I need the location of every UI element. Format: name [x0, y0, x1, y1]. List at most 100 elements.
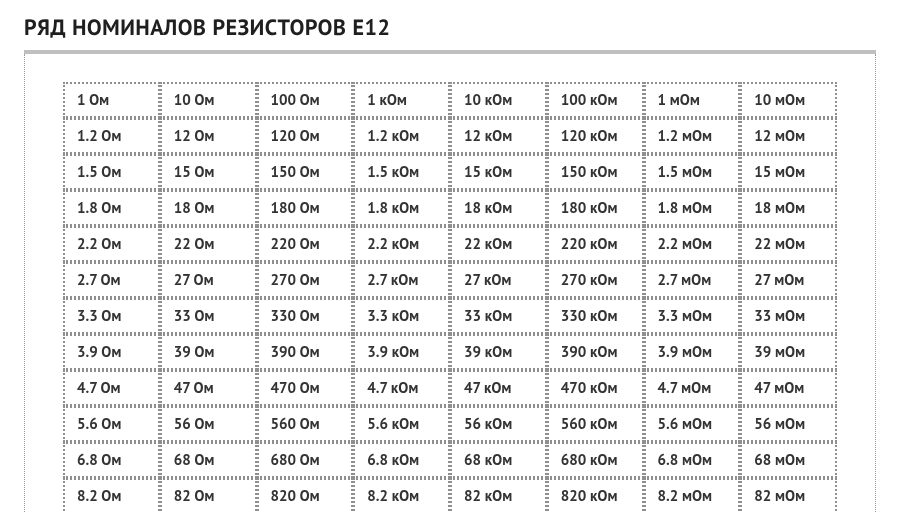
table-cell: 27 мОм — [740, 262, 837, 298]
table-cell: 820 кОм — [547, 478, 644, 512]
table-cell: 27 кОм — [450, 262, 547, 298]
table-cell: 10 Ом — [160, 82, 257, 118]
table-cell: 100 кОм — [547, 82, 644, 118]
table-cell: 33 мОм — [740, 298, 837, 334]
table-cell: 82 Ом — [160, 478, 257, 512]
table-cell: 3.9 мОм — [644, 334, 741, 370]
table-cell: 1.8 мОм — [644, 190, 741, 226]
table-cell: 3.9 кОм — [353, 334, 450, 370]
table-cell: 68 мОм — [740, 442, 837, 478]
table-cell: 1 кОм — [353, 82, 450, 118]
table-cell: 56 Ом — [160, 406, 257, 442]
table-cell: 18 кОм — [450, 190, 547, 226]
table-row: 4.7 Ом47 Ом470 Ом4.7 кОм47 кОм470 кОм4.7… — [63, 370, 837, 406]
table-cell: 270 кОм — [547, 262, 644, 298]
table-cell: 3.9 Ом — [63, 334, 160, 370]
table-cell: 820 Ом — [257, 478, 354, 512]
table-row: 1.8 Ом18 Ом180 Ом1.8 кОм18 кОм180 кОм1.8… — [63, 190, 837, 226]
table-cell: 47 Ом — [160, 370, 257, 406]
table-cell: 8.2 Ом — [63, 478, 160, 512]
table-cell: 82 мОм — [740, 478, 837, 512]
table-cell: 1.2 кОм — [353, 118, 450, 154]
table-cell: 4.7 кОм — [353, 370, 450, 406]
table-cell: 2.7 Ом — [63, 262, 160, 298]
table-row: 2.7 Ом27 Ом270 Ом2.7 кОм27 кОм270 кОм2.7… — [63, 262, 837, 298]
table-cell: 68 кОм — [450, 442, 547, 478]
page-title: РЯД НОМИНАЛОВ РЕЗИСТОРОВ Е12 — [24, 14, 876, 42]
table-cell: 2.7 кОм — [353, 262, 450, 298]
table-cell: 56 кОм — [450, 406, 547, 442]
table-cell: 6.8 кОм — [353, 442, 450, 478]
table-cell: 100 Ом — [257, 82, 354, 118]
table-cell: 330 кОм — [547, 298, 644, 334]
table-panel: 1 Ом10 Ом100 Ом1 кОм10 кОм100 кОм1 мОм10… — [24, 54, 876, 512]
table-cell: 120 Ом — [257, 118, 354, 154]
e12-table-body: 1 Ом10 Ом100 Ом1 кОм10 кОм100 кОм1 мОм10… — [63, 82, 837, 512]
table-cell: 27 Ом — [160, 262, 257, 298]
table-cell: 8.2 мОм — [644, 478, 741, 512]
table-row: 3.3 Ом33 Ом330 Ом3.3 кОм33 кОм330 кОм3.3… — [63, 298, 837, 334]
table-cell: 680 Ом — [257, 442, 354, 478]
table-cell: 47 мОм — [740, 370, 837, 406]
table-cell: 2.2 Ом — [63, 226, 160, 262]
table-cell: 2.2 мОм — [644, 226, 741, 262]
table-cell: 470 кОм — [547, 370, 644, 406]
table-cell: 15 мОм — [740, 154, 837, 190]
table-cell: 150 кОм — [547, 154, 644, 190]
table-cell: 6.8 Ом — [63, 442, 160, 478]
table-row: 5.6 Ом56 Ом560 Ом5.6 кОм56 кОм560 кОм5.6… — [63, 406, 837, 442]
table-cell: 330 Ом — [257, 298, 354, 334]
table-cell: 180 Ом — [257, 190, 354, 226]
table-cell: 3.3 Ом — [63, 298, 160, 334]
table-cell: 18 Ом — [160, 190, 257, 226]
table-cell: 270 Ом — [257, 262, 354, 298]
table-cell: 22 Ом — [160, 226, 257, 262]
table-row: 2.2 Ом22 Ом220 Ом2.2 кОм22 кОм220 кОм2.2… — [63, 226, 837, 262]
table-cell: 1.5 кОм — [353, 154, 450, 190]
table-cell: 1.5 мОм — [644, 154, 741, 190]
table-cell: 18 мОм — [740, 190, 837, 226]
table-cell: 8.2 кОм — [353, 478, 450, 512]
table-cell: 1.5 Ом — [63, 154, 160, 190]
table-cell: 1.2 мОм — [644, 118, 741, 154]
table-cell: 68 Ом — [160, 442, 257, 478]
table-row: 6.8 Ом68 Ом680 Ом6.8 кОм68 кОм680 кОм6.8… — [63, 442, 837, 478]
table-cell: 47 кОм — [450, 370, 547, 406]
table-cell: 1.8 Ом — [63, 190, 160, 226]
table-cell: 4.7 Ом — [63, 370, 160, 406]
table-cell: 120 кОм — [547, 118, 644, 154]
table-cell: 5.6 кОм — [353, 406, 450, 442]
table-cell: 15 Ом — [160, 154, 257, 190]
table-cell: 4.7 мОм — [644, 370, 741, 406]
table-cell: 220 Ом — [257, 226, 354, 262]
table-cell: 22 кОм — [450, 226, 547, 262]
table-cell: 82 кОм — [450, 478, 547, 512]
table-cell: 180 кОм — [547, 190, 644, 226]
table-cell: 12 Ом — [160, 118, 257, 154]
table-cell: 2.7 мОм — [644, 262, 741, 298]
table-row: 1.5 Ом15 Ом150 Ом1.5 кОм15 кОм150 кОм1.5… — [63, 154, 837, 190]
table-row: 8.2 Ом82 Ом820 Ом8.2 кОм82 кОм820 кОм8.2… — [63, 478, 837, 512]
table-cell: 220 кОм — [547, 226, 644, 262]
table-cell: 560 кОм — [547, 406, 644, 442]
table-cell: 56 мОм — [740, 406, 837, 442]
table-cell: 390 Ом — [257, 334, 354, 370]
table-cell: 5.6 мОм — [644, 406, 741, 442]
page-root: РЯД НОМИНАЛОВ РЕЗИСТОРОВ Е12 1 Ом10 Ом10… — [0, 0, 900, 512]
table-cell: 39 Ом — [160, 334, 257, 370]
table-cell: 10 мОм — [740, 82, 837, 118]
table-cell: 1.8 кОм — [353, 190, 450, 226]
table-row: 3.9 Ом39 Ом390 Ом3.9 кОм39 кОм390 кОм3.9… — [63, 334, 837, 370]
table-cell: 39 кОм — [450, 334, 547, 370]
table-cell: 560 Ом — [257, 406, 354, 442]
table-cell: 390 кОм — [547, 334, 644, 370]
table-cell: 3.3 кОм — [353, 298, 450, 334]
table-cell: 15 кОм — [450, 154, 547, 190]
table-cell: 22 мОм — [740, 226, 837, 262]
table-cell: 1 мОм — [644, 82, 741, 118]
table-row: 1.2 Ом12 Ом120 Ом1.2 кОм12 кОм120 кОм1.2… — [63, 118, 837, 154]
table-cell: 2.2 кОм — [353, 226, 450, 262]
table-cell: 39 мОм — [740, 334, 837, 370]
table-cell: 5.6 Ом — [63, 406, 160, 442]
table-cell: 1 Ом — [63, 82, 160, 118]
